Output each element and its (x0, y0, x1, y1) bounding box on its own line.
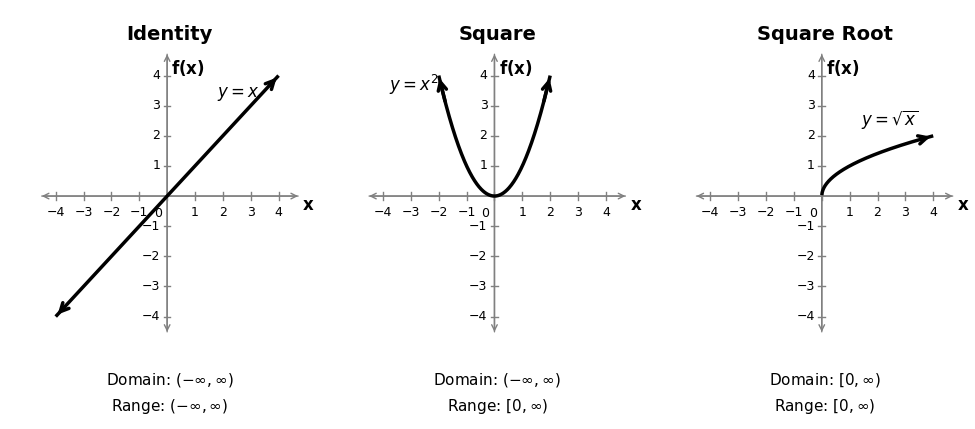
Title: Square: Square (458, 25, 536, 44)
Text: 0: 0 (154, 207, 162, 220)
Text: −2: −2 (757, 205, 775, 219)
Text: Range: $[0, \infty)$: Range: $[0, \infty)$ (447, 397, 548, 416)
Text: 4: 4 (275, 205, 283, 219)
Text: Domain: $[0, \infty)$: Domain: $[0, \infty)$ (768, 372, 880, 390)
Title: Square Root: Square Root (757, 25, 892, 44)
Text: 3: 3 (807, 99, 815, 112)
Text: 3: 3 (480, 99, 488, 112)
Text: 4: 4 (602, 205, 609, 219)
Text: 1: 1 (152, 160, 160, 172)
Text: 3: 3 (902, 205, 910, 219)
Text: $y = \sqrt{x}$: $y = \sqrt{x}$ (861, 108, 918, 131)
Text: $\mathbf{f(x)}$: $\mathbf{f(x)}$ (826, 57, 860, 78)
Title: Identity: Identity (127, 25, 214, 44)
Text: −3: −3 (141, 280, 160, 293)
Text: −3: −3 (74, 205, 93, 219)
Text: −4: −4 (469, 310, 488, 323)
Text: Range: $(-\infty, \infty)$: Range: $(-\infty, \infty)$ (111, 397, 228, 416)
Text: 2: 2 (874, 205, 881, 219)
Text: 2: 2 (546, 205, 554, 219)
Text: −1: −1 (797, 220, 815, 233)
Text: −3: −3 (729, 205, 748, 219)
Text: −4: −4 (141, 310, 160, 323)
Text: −1: −1 (130, 205, 148, 219)
Text: 2: 2 (480, 129, 488, 142)
Text: 1: 1 (480, 160, 488, 172)
Text: −3: −3 (469, 280, 488, 293)
Text: 2: 2 (807, 129, 815, 142)
Text: −4: −4 (797, 310, 815, 323)
Text: 2: 2 (219, 205, 227, 219)
Text: 1: 1 (807, 160, 815, 172)
Text: Range: $[0, \infty)$: Range: $[0, \infty)$ (774, 397, 876, 416)
Text: 1: 1 (519, 205, 526, 219)
Text: −1: −1 (785, 205, 803, 219)
Text: 4: 4 (807, 69, 815, 82)
Text: −4: −4 (701, 205, 720, 219)
Text: −2: −2 (430, 205, 448, 219)
Text: $\mathbf{x}$: $\mathbf{x}$ (956, 196, 969, 214)
Text: −3: −3 (402, 205, 420, 219)
Text: −2: −2 (797, 250, 815, 263)
Text: 4: 4 (152, 69, 160, 82)
Text: 0: 0 (482, 207, 489, 220)
Text: −4: −4 (47, 205, 65, 219)
Text: 1: 1 (845, 205, 853, 219)
Text: 0: 0 (809, 207, 817, 220)
Text: Domain: $(-\infty, \infty)$: Domain: $(-\infty, \infty)$ (106, 372, 234, 390)
Text: 4: 4 (480, 69, 488, 82)
Text: 4: 4 (929, 205, 937, 219)
Text: −4: −4 (373, 205, 392, 219)
Text: 3: 3 (152, 99, 160, 112)
Text: 1: 1 (191, 205, 199, 219)
Text: 3: 3 (574, 205, 582, 219)
Text: −2: −2 (469, 250, 488, 263)
Text: −2: −2 (141, 250, 160, 263)
Text: −1: −1 (141, 220, 160, 233)
Text: $y = x$: $y = x$ (217, 85, 260, 103)
Text: 3: 3 (247, 205, 254, 219)
Text: $\mathbf{x}$: $\mathbf{x}$ (630, 196, 643, 214)
Text: −1: −1 (457, 205, 476, 219)
Text: −1: −1 (469, 220, 488, 233)
Text: $y = x^2$: $y = x^2$ (389, 73, 438, 97)
Text: $\mathbf{f(x)}$: $\mathbf{f(x)}$ (498, 57, 532, 78)
Text: −3: −3 (797, 280, 815, 293)
Text: −2: −2 (102, 205, 121, 219)
Text: $\mathbf{x}$: $\mathbf{x}$ (302, 196, 315, 214)
Text: Domain: $(-\infty, \infty)$: Domain: $(-\infty, \infty)$ (434, 372, 561, 390)
Text: 2: 2 (152, 129, 160, 142)
Text: $\mathbf{f(x)}$: $\mathbf{f(x)}$ (172, 57, 205, 78)
